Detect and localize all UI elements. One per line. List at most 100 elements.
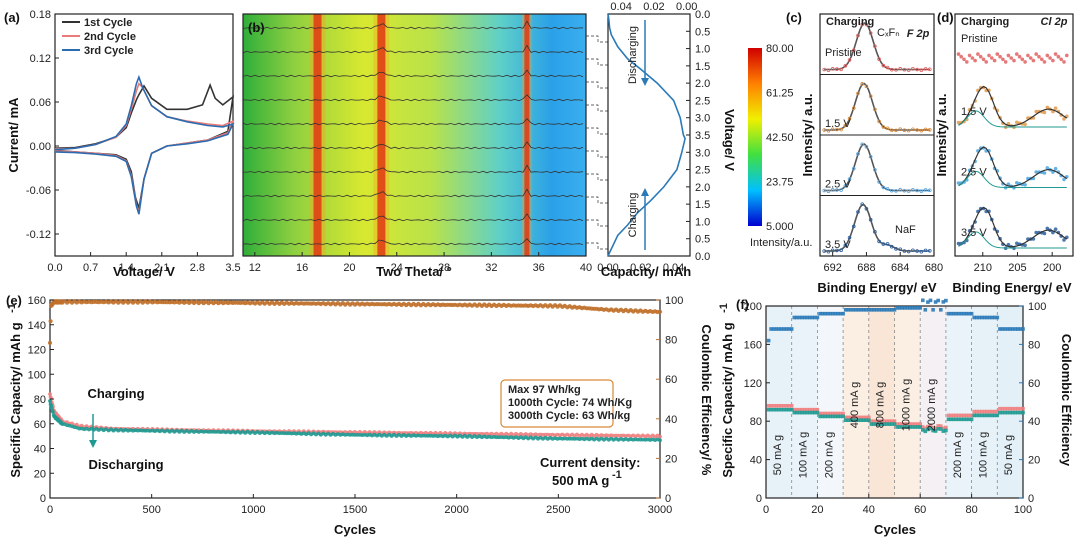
panel-f-point bbox=[877, 419, 881, 423]
panel-f-point bbox=[859, 415, 863, 420]
panel-f-point bbox=[931, 425, 935, 430]
panel-d-spectrum-point bbox=[956, 120, 961, 125]
panel-e-charging-label: Charging bbox=[87, 386, 144, 401]
panel-c-spectrum-point bbox=[847, 235, 852, 240]
panel-f-xtick: 80 bbox=[965, 504, 977, 516]
panel-c-annotation-cxfn: CₓFₙ bbox=[877, 27, 900, 39]
panel-f-point bbox=[887, 422, 892, 426]
panel-d-spectrum-point bbox=[1053, 106, 1058, 110]
panel-c-ylabel: Intensity/ a.u. bbox=[800, 93, 815, 176]
panel-f-y2tick: 80 bbox=[1028, 339, 1040, 351]
panel-f-point bbox=[789, 404, 794, 408]
panel-f-point bbox=[923, 426, 928, 431]
panel-d-spectrum-point bbox=[1042, 171, 1047, 175]
panel-d-spectrum-point bbox=[1056, 54, 1061, 59]
panel-f-point bbox=[897, 425, 902, 429]
panel-f-point bbox=[959, 311, 964, 316]
panel-b-xtick: 28 bbox=[438, 262, 450, 274]
panel-d-spectrum-point bbox=[976, 52, 980, 56]
panel-f-point bbox=[892, 308, 897, 312]
panel-d-spectrum-point bbox=[1045, 166, 1050, 170]
panel-c-spectrum-point bbox=[877, 57, 881, 61]
panel-f-point bbox=[923, 429, 928, 434]
panel-e-ytick: 100 bbox=[28, 369, 46, 381]
panel-f-point bbox=[933, 300, 938, 304]
panel-c-spectrum-label: 2.5 V bbox=[825, 179, 851, 191]
panel-f-ytick: 120 bbox=[744, 378, 762, 390]
panel-d-spectrum-point bbox=[1028, 56, 1033, 60]
panel-f-point bbox=[774, 327, 779, 331]
panel-e-note-sup: -1 bbox=[612, 469, 622, 481]
panel-f-point bbox=[885, 419, 889, 423]
panel-f-point bbox=[885, 422, 889, 426]
panel-c-spectrum-point bbox=[868, 94, 873, 99]
panel-e-point bbox=[48, 399, 52, 403]
panel-b-frame bbox=[242, 13, 587, 257]
panel-d-spectrum-point bbox=[1045, 53, 1050, 58]
panel-c-spectrum-point bbox=[873, 107, 877, 112]
panel-d-spectrum-point bbox=[956, 181, 961, 185]
panel-f-point bbox=[900, 422, 904, 426]
panel-f-point bbox=[918, 425, 922, 429]
panel-f-point bbox=[769, 327, 773, 331]
panel-b-side-ytick: 3.5 bbox=[695, 130, 710, 142]
panel-f-point bbox=[913, 425, 917, 429]
panel-f-point bbox=[869, 419, 874, 423]
panel-c-spectrum-point bbox=[822, 67, 827, 72]
panel-c-spectrum-point bbox=[856, 91, 860, 96]
panel-f-band bbox=[766, 306, 792, 498]
panel-f-point bbox=[974, 315, 979, 320]
panel-f-rate-label: 50 mA g bbox=[1003, 435, 1015, 475]
panel-f-point bbox=[951, 417, 956, 422]
panel-b-connector bbox=[586, 196, 608, 204]
panel-f-point bbox=[787, 407, 791, 412]
panel-b-xrd-trace bbox=[242, 188, 584, 198]
panel-e-ytick: 140 bbox=[28, 320, 46, 332]
panel-c-spectrum-point bbox=[868, 154, 873, 159]
panel-f-point bbox=[872, 422, 876, 426]
panel-f-point bbox=[879, 422, 884, 426]
panel-d-title: Cl 2p bbox=[1041, 16, 1068, 28]
panel-f-point bbox=[815, 315, 820, 320]
panel-f-point bbox=[1003, 327, 1007, 331]
panel-b-peak-glow bbox=[309, 14, 326, 256]
panel-f-point bbox=[838, 311, 843, 316]
panel-b-side-discharging-arrowhead bbox=[641, 78, 649, 86]
panel-f-series-0 bbox=[766, 404, 1025, 431]
panel-f-point bbox=[802, 410, 807, 415]
panel-c-spectrum-point bbox=[894, 128, 898, 133]
panel-f-point bbox=[908, 422, 912, 426]
panel-c-spectrum-point bbox=[826, 68, 831, 73]
panel-f-point bbox=[789, 327, 794, 331]
panel-b-side-ytick: 2.5 bbox=[695, 95, 710, 107]
panel-d-label: (d) bbox=[937, 10, 954, 25]
panel-c-spectrum-point bbox=[864, 206, 869, 211]
panel-f-point bbox=[807, 315, 812, 320]
panel-f-point bbox=[895, 425, 899, 429]
panel-d-spectrum-point bbox=[978, 54, 983, 59]
panel-f-point bbox=[831, 411, 835, 416]
panel-d-spectrum-point bbox=[1009, 56, 1013, 60]
panel-f-point bbox=[918, 306, 922, 310]
panel-b-peak-glow bbox=[521, 14, 532, 256]
panel-d-component bbox=[958, 110, 1067, 128]
panel-c-spectrum-point bbox=[911, 187, 915, 192]
panel-c-spectrum-point bbox=[839, 188, 843, 192]
panel-f-point bbox=[905, 422, 910, 426]
panel-f-point bbox=[795, 410, 799, 415]
panel-e-info-line: 1000th Cycle: 74 Wh/Kg bbox=[508, 397, 632, 409]
panel-f-point bbox=[926, 427, 930, 432]
panel-f-point bbox=[936, 298, 940, 303]
panel-d-spectrum-point bbox=[990, 56, 994, 60]
panel-d-spectrum-point bbox=[1065, 53, 1069, 58]
panel-b-side-ytick: 1.0 bbox=[695, 44, 710, 56]
panel-f-point bbox=[838, 411, 843, 416]
panel-f-point bbox=[782, 407, 786, 412]
panel-f-point bbox=[974, 413, 979, 418]
panel-f-point bbox=[802, 407, 807, 412]
panel-f-point bbox=[887, 419, 892, 423]
panel-c-spectrum-point bbox=[856, 210, 860, 214]
panel-b-xlabel: Two Theta/ ° bbox=[376, 264, 452, 279]
panel-f-point bbox=[995, 413, 1000, 418]
panel-c-spectrum-point bbox=[830, 188, 835, 192]
